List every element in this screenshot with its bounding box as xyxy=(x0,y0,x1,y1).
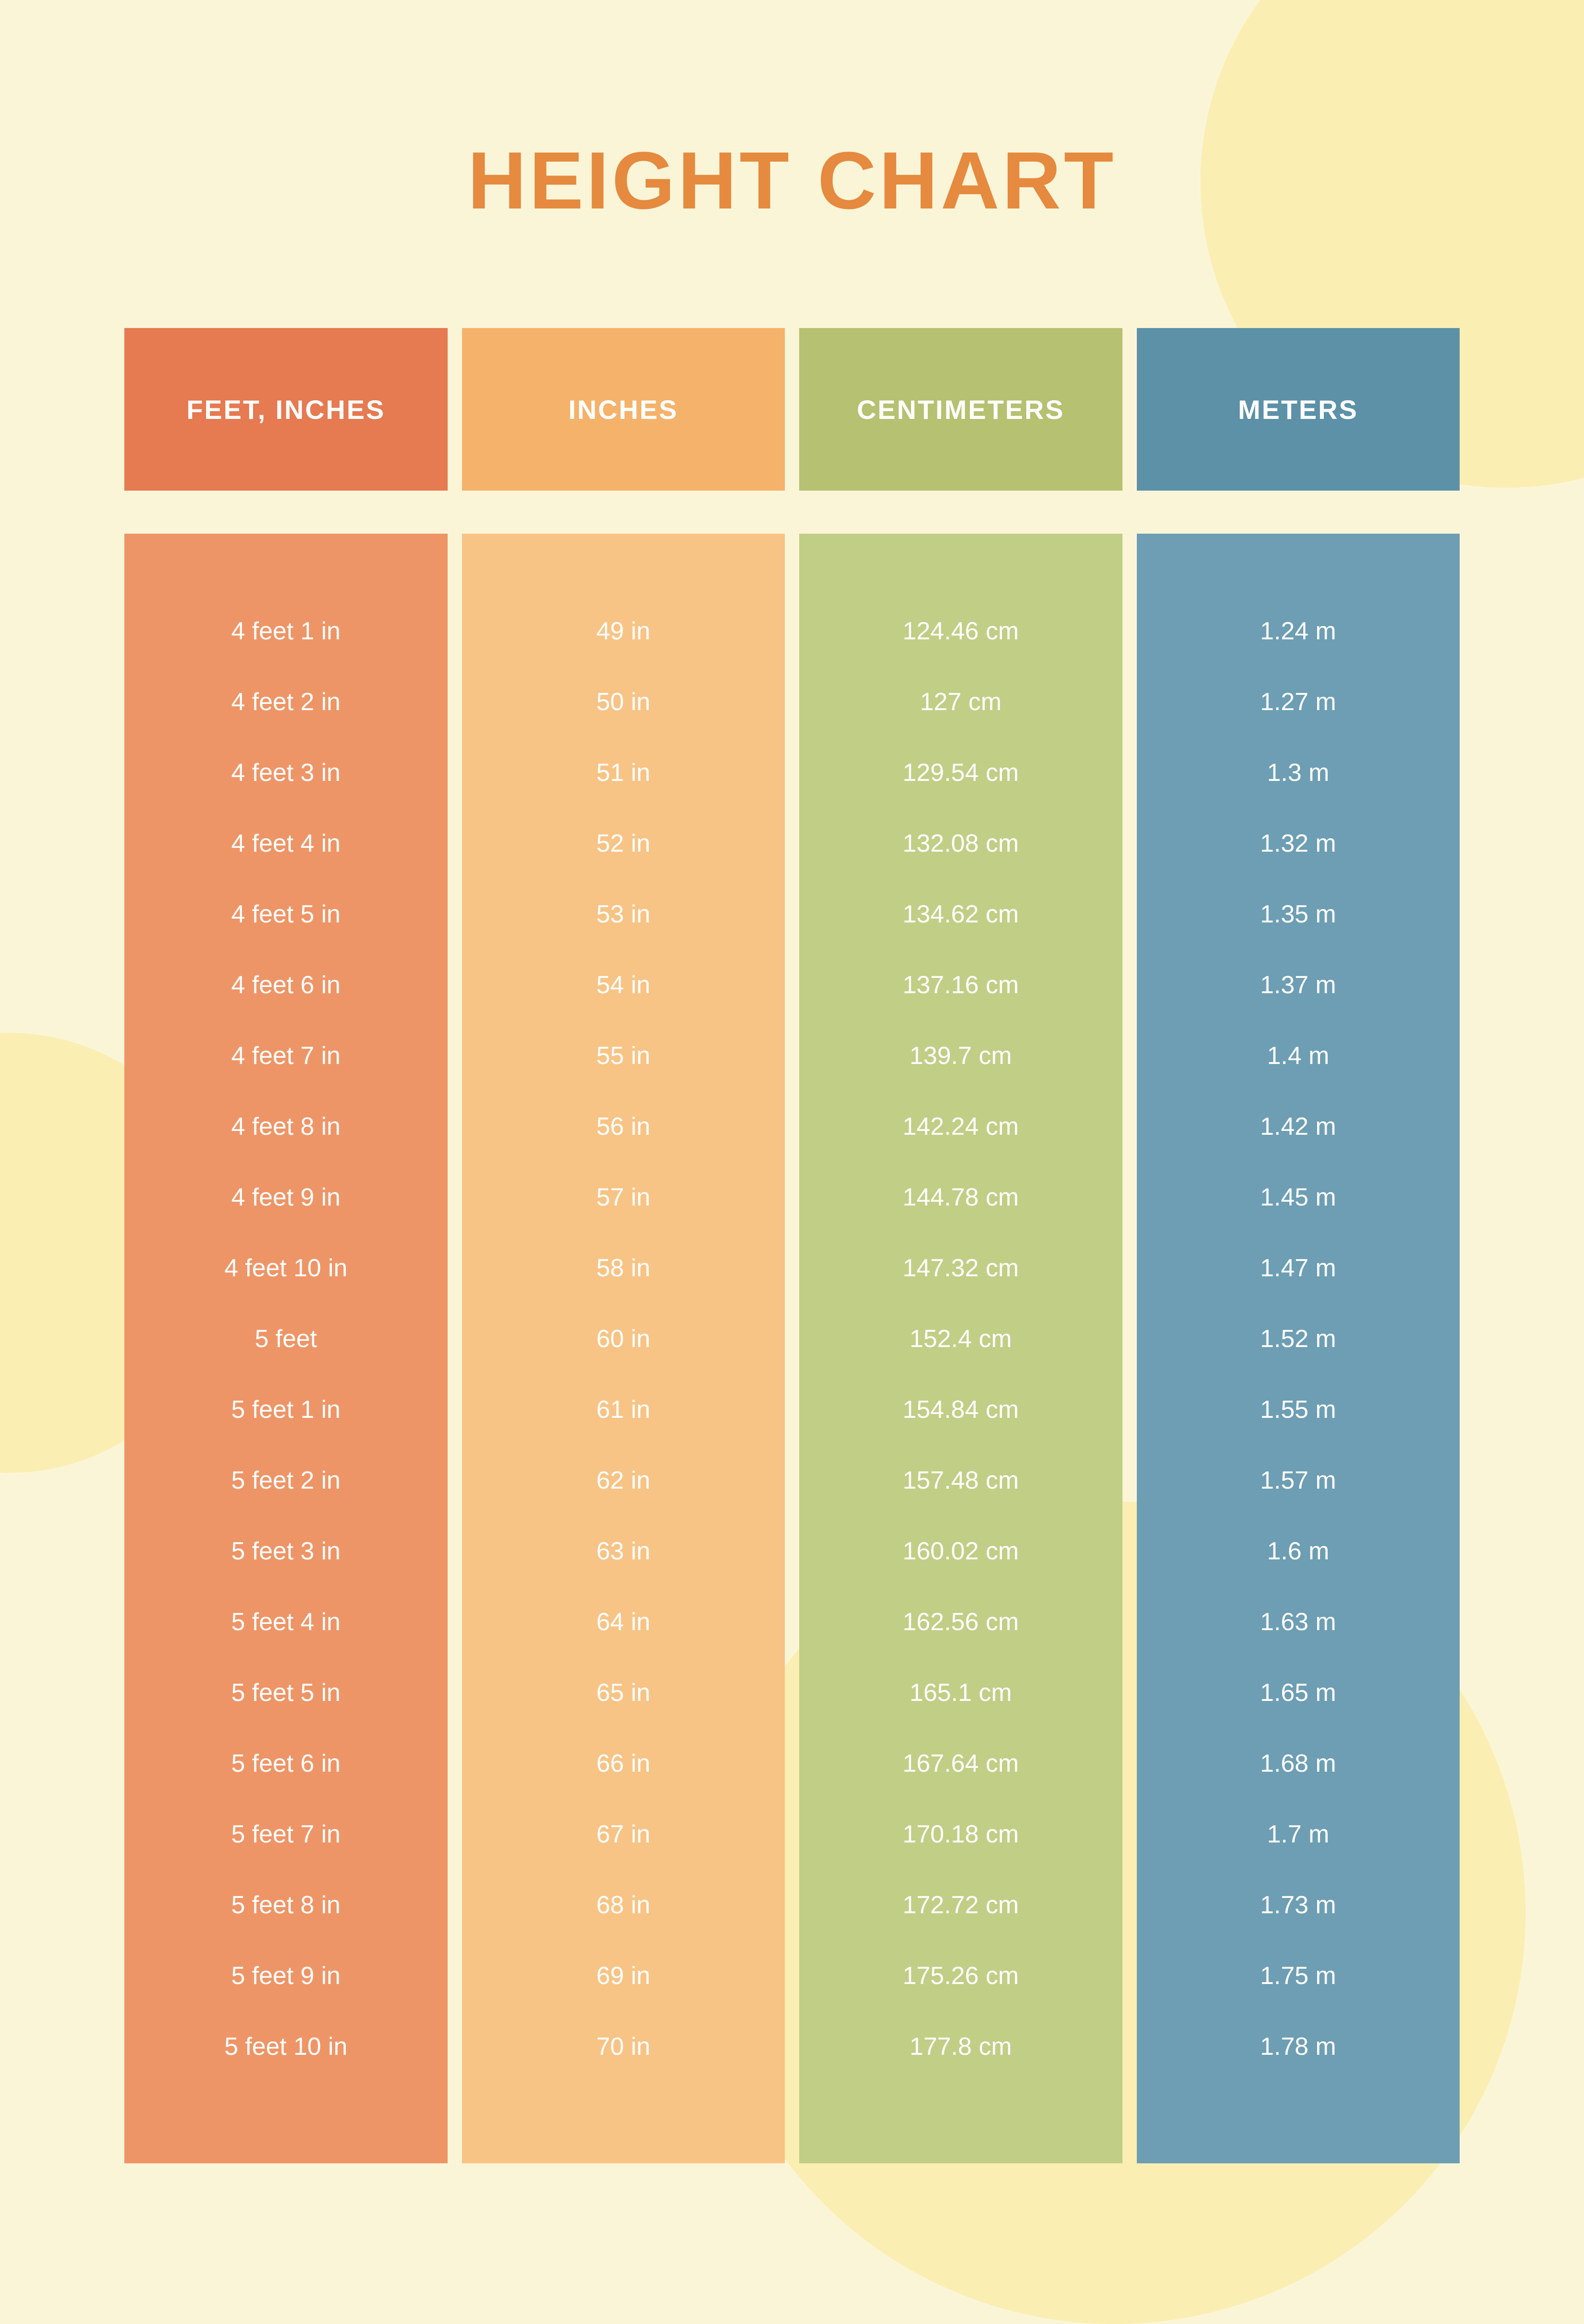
table-cell: 139.7 cm xyxy=(799,1020,1122,1091)
table-cell: 157.48 cm xyxy=(799,1445,1122,1516)
table-cell: 162.56 cm xyxy=(799,1587,1122,1657)
table-cell: 63 in xyxy=(462,1516,785,1587)
height-table: FEET, INCHESINCHESCENTIMETERSMETERS 4 fe… xyxy=(124,328,1460,2163)
table-cell: 129.54 cm xyxy=(799,737,1122,808)
table-cell: 1.27 m xyxy=(1137,667,1460,737)
table-cell: 1.45 m xyxy=(1137,1162,1460,1233)
table-cell: 1.78 m xyxy=(1137,2011,1460,2082)
column-body-meters: 1.24 m1.27 m1.3 m1.32 m1.35 m1.37 m1.4 m… xyxy=(1137,534,1460,2163)
table-cell: 142.24 cm xyxy=(799,1091,1122,1162)
table-cell: 53 in xyxy=(462,879,785,950)
table-cell: 1.32 m xyxy=(1137,808,1460,879)
table-cell: 70 in xyxy=(462,2011,785,2082)
table-cell: 152.4 cm xyxy=(799,1304,1122,1374)
table-cell: 1.47 m xyxy=(1137,1233,1460,1304)
table-cell: 5 feet 2 in xyxy=(124,1445,448,1516)
column-body-centimeters: 124.46 cm127 cm129.54 cm132.08 cm134.62 … xyxy=(799,534,1122,2163)
table-cell: 134.62 cm xyxy=(799,879,1122,950)
table-cell: 175.26 cm xyxy=(799,1940,1122,2011)
table-cell: 144.78 cm xyxy=(799,1162,1122,1233)
table-cell: 5 feet 1 in xyxy=(124,1374,448,1445)
table-cell: 4 feet 1 in xyxy=(124,596,448,667)
table-cell: 69 in xyxy=(462,1940,785,2011)
table-cell: 57 in xyxy=(462,1162,785,1233)
table-cell: 64 in xyxy=(462,1587,785,1657)
table-cell: 5 feet 3 in xyxy=(124,1516,448,1587)
table-cell: 4 feet 2 in xyxy=(124,667,448,737)
table-cell: 167.64 cm xyxy=(799,1728,1122,1799)
table-body-row: 4 feet 1 in4 feet 2 in4 feet 3 in4 feet … xyxy=(124,534,1460,2163)
table-cell: 1.68 m xyxy=(1137,1728,1460,1799)
table-cell: 160.02 cm xyxy=(799,1516,1122,1587)
table-cell: 165.1 cm xyxy=(799,1657,1122,1728)
column-body-inches: 49 in50 in51 in52 in53 in54 in55 in56 in… xyxy=(462,534,785,2163)
table-cell: 4 feet 8 in xyxy=(124,1091,448,1162)
page: HEIGHT CHART FEET, INCHESINCHESCENTIMETE… xyxy=(0,0,1584,2163)
table-cell: 60 in xyxy=(462,1304,785,1374)
table-cell: 132.08 cm xyxy=(799,808,1122,879)
table-cell: 1.35 m xyxy=(1137,879,1460,950)
table-cell: 147.32 cm xyxy=(799,1233,1122,1304)
table-cell: 58 in xyxy=(462,1233,785,1304)
table-cell: 5 feet 9 in xyxy=(124,1940,448,2011)
table-cell: 170.18 cm xyxy=(799,1799,1122,1870)
table-cell: 4 feet 6 in xyxy=(124,950,448,1020)
table-cell: 172.72 cm xyxy=(799,1870,1122,1940)
table-cell: 1.63 m xyxy=(1137,1587,1460,1657)
table-cell: 5 feet 6 in xyxy=(124,1728,448,1799)
table-cell: 50 in xyxy=(462,667,785,737)
table-cell: 5 feet xyxy=(124,1304,448,1374)
table-cell: 5 feet 8 in xyxy=(124,1870,448,1940)
table-cell: 4 feet 5 in xyxy=(124,879,448,950)
table-cell: 154.84 cm xyxy=(799,1374,1122,1445)
table-cell: 67 in xyxy=(462,1799,785,1870)
table-cell: 68 in xyxy=(462,1870,785,1940)
table-cell: 1.3 m xyxy=(1137,737,1460,808)
table-cell: 1.42 m xyxy=(1137,1091,1460,1162)
table-cell: 1.55 m xyxy=(1137,1374,1460,1445)
table-cell: 66 in xyxy=(462,1728,785,1799)
chart-title: HEIGHT CHART xyxy=(124,134,1460,228)
column-header-feet_inches: FEET, INCHES xyxy=(124,328,448,491)
table-cell: 1.52 m xyxy=(1137,1304,1460,1374)
table-cell: 1.24 m xyxy=(1137,596,1460,667)
table-cell: 127 cm xyxy=(799,667,1122,737)
table-cell: 61 in xyxy=(462,1374,785,1445)
table-cell: 1.4 m xyxy=(1137,1020,1460,1091)
table-cell: 62 in xyxy=(462,1445,785,1516)
table-cell: 51 in xyxy=(462,737,785,808)
table-cell: 177.8 cm xyxy=(799,2011,1122,2082)
table-cell: 1.7 m xyxy=(1137,1799,1460,1870)
table-cell: 1.6 m xyxy=(1137,1516,1460,1587)
table-header-row: FEET, INCHESINCHESCENTIMETERSMETERS xyxy=(124,328,1460,491)
table-cell: 4 feet 4 in xyxy=(124,808,448,879)
table-cell: 124.46 cm xyxy=(799,596,1122,667)
table-cell: 1.75 m xyxy=(1137,1940,1460,2011)
table-cell: 4 feet 9 in xyxy=(124,1162,448,1233)
table-cell: 54 in xyxy=(462,950,785,1020)
table-cell: 55 in xyxy=(462,1020,785,1091)
table-cell: 1.57 m xyxy=(1137,1445,1460,1516)
table-cell: 56 in xyxy=(462,1091,785,1162)
table-cell: 4 feet 7 in xyxy=(124,1020,448,1091)
table-cell: 49 in xyxy=(462,596,785,667)
column-header-centimeters: CENTIMETERS xyxy=(799,328,1122,491)
table-cell: 5 feet 4 in xyxy=(124,1587,448,1657)
table-cell: 1.37 m xyxy=(1137,950,1460,1020)
table-cell: 4 feet 3 in xyxy=(124,737,448,808)
table-cell: 5 feet 7 in xyxy=(124,1799,448,1870)
table-cell: 5 feet 10 in xyxy=(124,2011,448,2082)
table-cell: 1.73 m xyxy=(1137,1870,1460,1940)
table-cell: 5 feet 5 in xyxy=(124,1657,448,1728)
column-header-inches: INCHES xyxy=(462,328,785,491)
table-cell: 52 in xyxy=(462,808,785,879)
table-cell: 4 feet 10 in xyxy=(124,1233,448,1304)
column-body-feet_inches: 4 feet 1 in4 feet 2 in4 feet 3 in4 feet … xyxy=(124,534,448,2163)
table-cell: 65 in xyxy=(462,1657,785,1728)
table-cell: 137.16 cm xyxy=(799,950,1122,1020)
column-header-meters: METERS xyxy=(1137,328,1460,491)
table-cell: 1.65 m xyxy=(1137,1657,1460,1728)
